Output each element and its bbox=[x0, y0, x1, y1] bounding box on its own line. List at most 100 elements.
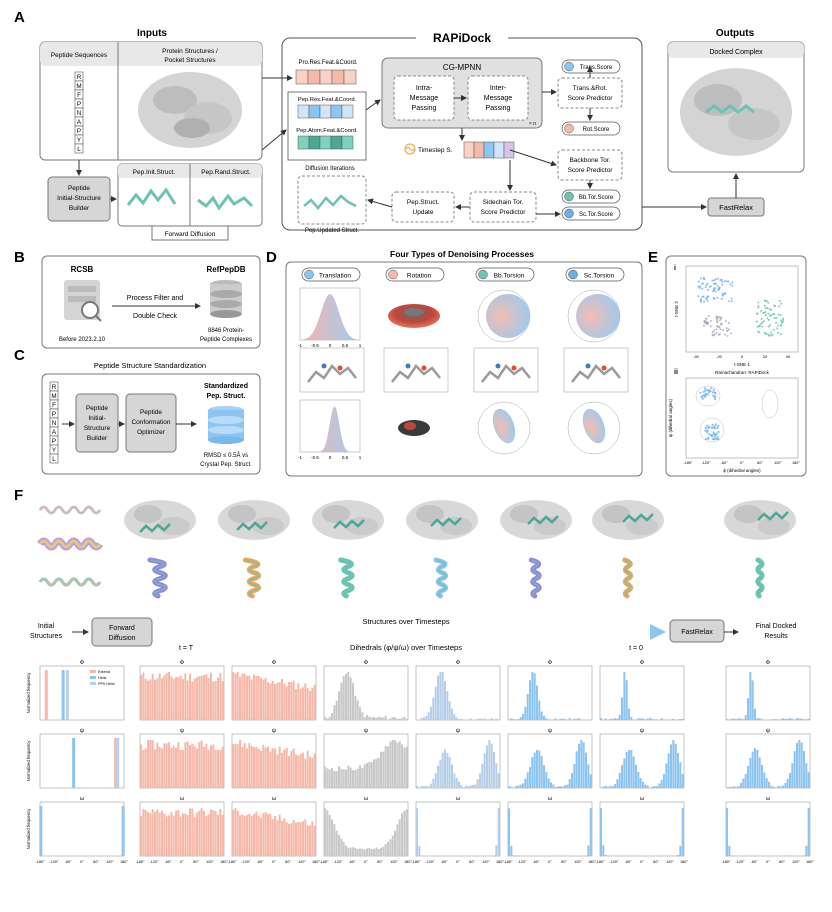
forward-diffusion-box-f bbox=[91, 617, 153, 647]
histogram-bar bbox=[179, 816, 182, 856]
histogram-bar bbox=[324, 766, 327, 788]
rama-title: Ramachandran: RAPiDock bbox=[715, 370, 770, 375]
forward-diffusion-f-line-1: Forward bbox=[109, 625, 135, 632]
histogram-bar bbox=[578, 718, 581, 720]
histogram-bar bbox=[803, 719, 806, 720]
peptide-residue-token bbox=[308, 104, 321, 119]
histogram-title: Φ bbox=[456, 660, 461, 666]
histogram-bar bbox=[324, 716, 327, 720]
tsne-point bbox=[704, 320, 707, 323]
histogram-bar bbox=[387, 746, 390, 788]
tsne-point bbox=[715, 332, 718, 335]
histogram-bar bbox=[758, 718, 761, 720]
histogram-bar bbox=[575, 855, 578, 856]
histogram-bar bbox=[405, 718, 408, 720]
histogram-bar bbox=[604, 785, 607, 788]
histogram-title: Φ bbox=[766, 660, 771, 666]
histogram-bar bbox=[368, 848, 371, 856]
histogram-bar bbox=[401, 718, 404, 720]
peptide-residue-tokens bbox=[297, 104, 354, 119]
histogram-bar bbox=[221, 746, 224, 788]
histogram-bar bbox=[156, 742, 159, 788]
protein-structures-label: Protein Structures / bbox=[162, 48, 218, 55]
histogram-bar bbox=[493, 855, 496, 856]
seq-a-letter: Y bbox=[77, 137, 82, 144]
builder-line-2: Initial-Structure bbox=[57, 195, 101, 202]
histogram-bar bbox=[382, 717, 385, 720]
tsne-x-tick: -20 bbox=[716, 354, 723, 359]
dihedral-histogram: Φ bbox=[139, 660, 225, 721]
histogram-bar bbox=[184, 742, 187, 788]
histogram-bar bbox=[635, 764, 638, 788]
histogram-bar bbox=[219, 809, 222, 856]
histogram-bar bbox=[326, 768, 329, 788]
sc-torsion-polar bbox=[567, 289, 621, 343]
histogram-bar bbox=[777, 785, 780, 788]
histogram-bar bbox=[191, 808, 194, 856]
histogram-bar bbox=[212, 681, 215, 720]
histogram-bar bbox=[486, 719, 489, 720]
histogram-bar bbox=[568, 718, 571, 720]
histogram-bar bbox=[158, 673, 161, 720]
histogram-bar bbox=[796, 718, 799, 720]
svg-text:Bb.Tor.Score: Bb.Tor.Score bbox=[579, 195, 614, 201]
tsne-point bbox=[727, 300, 730, 303]
tsne-point bbox=[777, 313, 780, 316]
histogram-bar bbox=[170, 748, 173, 788]
histogram-bar bbox=[140, 744, 143, 788]
tsne-point bbox=[729, 332, 732, 335]
rama-point bbox=[710, 434, 714, 438]
panel-label-c: C bbox=[14, 347, 25, 364]
tsne-point bbox=[779, 325, 782, 327]
histogram-bar bbox=[467, 786, 470, 788]
histogram-bar bbox=[269, 683, 272, 720]
timestep-label: Timestep S. bbox=[418, 147, 453, 154]
dihedral-histogram: ω -180° -120° -60° 0° 60° 120° 180° bbox=[411, 796, 504, 864]
histogram-bar bbox=[154, 749, 157, 788]
histogram-bar bbox=[623, 672, 626, 720]
histogram-bar bbox=[585, 752, 588, 788]
histogram-bar bbox=[497, 719, 500, 720]
histogram-bar bbox=[526, 694, 529, 720]
histogram-bar bbox=[168, 815, 171, 856]
histogram-bar bbox=[184, 813, 187, 856]
histogram-bar bbox=[356, 848, 359, 856]
dihedral-histogram: ψ bbox=[725, 728, 811, 789]
tsne-point bbox=[758, 331, 761, 334]
histogram-bar bbox=[345, 845, 348, 856]
sc-torsion-final-polar bbox=[567, 401, 621, 455]
histogram-bar bbox=[728, 845, 731, 856]
histogram-bar bbox=[352, 770, 355, 788]
histogram-bar bbox=[644, 784, 647, 788]
histogram-bar bbox=[370, 717, 373, 720]
histogram-x-tick: -60° bbox=[532, 860, 539, 864]
histogram-bar bbox=[281, 679, 284, 720]
histogram-bar bbox=[161, 810, 164, 856]
histogram-x-tick: -180° bbox=[411, 860, 421, 864]
tsne-point bbox=[713, 329, 715, 332]
tsne-point bbox=[731, 284, 734, 287]
histogram-bar bbox=[260, 677, 263, 720]
tsne-point bbox=[767, 301, 770, 304]
tsne-point bbox=[764, 304, 766, 307]
histogram-bar bbox=[616, 718, 619, 720]
histogram-bar bbox=[147, 812, 150, 856]
histogram-bar bbox=[751, 751, 754, 788]
histogram-bar bbox=[212, 744, 215, 788]
histogram-bar bbox=[396, 718, 399, 720]
denoise-type-pill: Sc.Torsion bbox=[565, 267, 625, 282]
histogram-x-tick: -180° bbox=[721, 860, 731, 864]
histogram-bar bbox=[540, 755, 543, 788]
tsne-point bbox=[769, 315, 772, 317]
histogram-bar bbox=[602, 845, 605, 856]
dihedral-histogram: ψ bbox=[231, 728, 317, 789]
histogram-bar bbox=[545, 718, 548, 720]
dihedral-histogram: ω -180° -120° -60° 0° 60° 120° 180° bbox=[595, 796, 688, 864]
histogram-x-tick: 120° bbox=[666, 860, 674, 864]
histogram-bar bbox=[335, 700, 338, 720]
histogram-bar bbox=[677, 752, 680, 788]
histogram-x-tick: 0° bbox=[364, 860, 368, 864]
histogram-x-tick: -120° bbox=[735, 860, 745, 864]
histogram-bar bbox=[557, 786, 560, 788]
histogram-bar bbox=[172, 678, 175, 720]
